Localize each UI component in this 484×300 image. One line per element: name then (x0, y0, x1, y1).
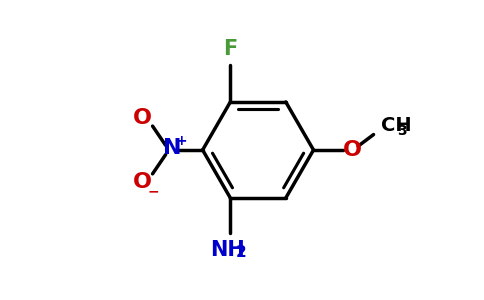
Text: CH: CH (381, 116, 412, 135)
Text: N: N (163, 138, 181, 158)
Text: NH: NH (210, 240, 244, 260)
Text: O: O (343, 140, 362, 160)
Text: O: O (133, 108, 152, 127)
Text: O: O (133, 172, 152, 192)
Text: +: + (175, 134, 187, 148)
Text: 2: 2 (236, 245, 246, 260)
Text: 3: 3 (397, 124, 407, 139)
Text: −: − (148, 184, 159, 199)
Text: F: F (223, 39, 238, 59)
